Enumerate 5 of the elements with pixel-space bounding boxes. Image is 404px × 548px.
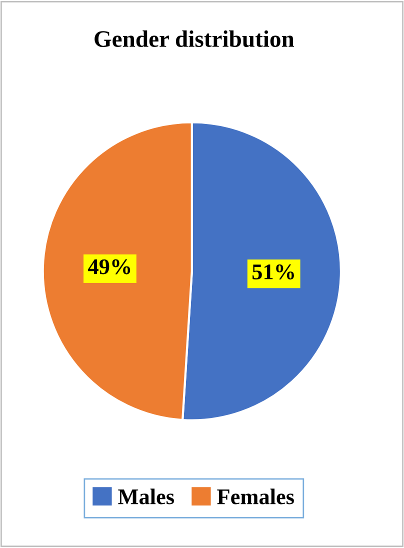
legend-label: Males [118, 488, 174, 504]
legend-label: Females [217, 488, 294, 504]
data-label: 49% [88, 259, 130, 274]
chart-title: Gender distribution [94, 30, 294, 48]
data-label: 51% [252, 264, 294, 280]
